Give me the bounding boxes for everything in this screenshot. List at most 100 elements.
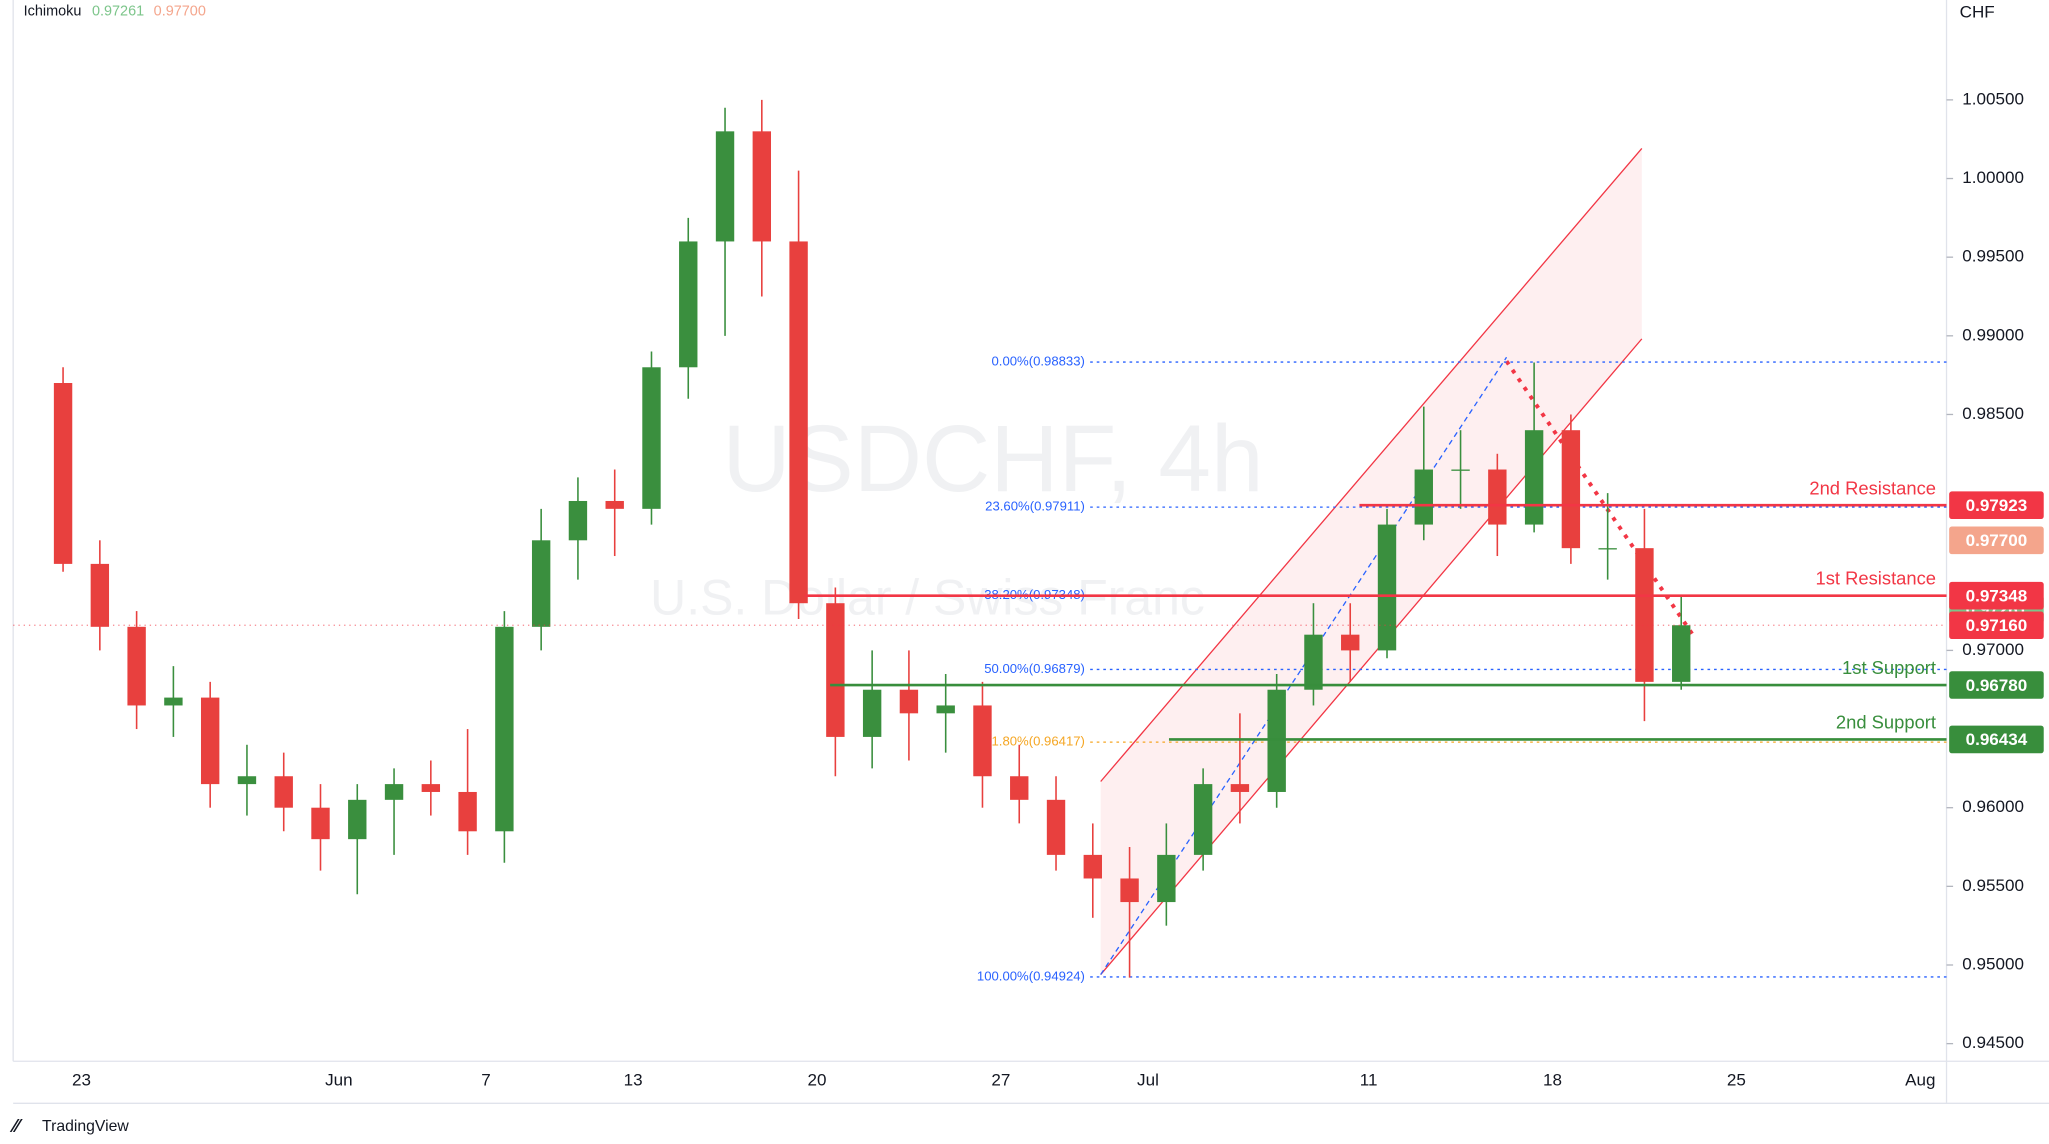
- x-tick-label: 20: [807, 1070, 826, 1089]
- level-name: 2nd Support: [1836, 712, 1936, 733]
- candle-body: [1230, 784, 1250, 792]
- candle-body: [348, 799, 367, 840]
- x-tick-label: 25: [1727, 1070, 1746, 1089]
- candle-body: [1046, 799, 1066, 855]
- candle-body: [127, 626, 146, 706]
- candle-body: [642, 367, 661, 509]
- candle-body: [1193, 784, 1213, 855]
- trend-line: [1504, 360, 1696, 639]
- candle-body: [679, 241, 698, 368]
- candle-body: [789, 241, 808, 604]
- candle-body: [1083, 854, 1102, 879]
- x-tick-label: 11: [1360, 1070, 1378, 1089]
- level-name: 1st Resistance: [1816, 568, 1937, 589]
- candle-body: [274, 776, 293, 808]
- price-box: [1949, 611, 2044, 640]
- candle-body: [1304, 634, 1323, 690]
- x-tick-label: Jul: [1137, 1070, 1159, 1089]
- candle-body: [458, 791, 477, 832]
- x-tick-label: 7: [481, 1070, 491, 1089]
- y-tick-label: 1.00000: [1962, 168, 2024, 187]
- indicator-value: 0.97700: [154, 4, 206, 20]
- channel-lower: [1100, 338, 1643, 975]
- y-tick-label: 0.95000: [1962, 955, 2024, 974]
- price-box-label: 0.97700: [1966, 531, 2028, 550]
- y-tick-label: 0.95500: [1962, 876, 2024, 895]
- y-tick-label: 0.94500: [1962, 1033, 2024, 1052]
- candle-body: [1341, 634, 1360, 651]
- channel-upper: [1100, 147, 1643, 782]
- candle-body: [752, 131, 772, 242]
- candle-body: [568, 500, 588, 541]
- x-tick-label: 23: [72, 1070, 91, 1089]
- candle-body: [862, 689, 882, 737]
- watermark-title: USDCHF, 4h: [722, 406, 1263, 512]
- candle-body: [826, 603, 845, 737]
- candle-body: [605, 500, 624, 509]
- candle-body: [1598, 548, 1617, 550]
- candle-body: [1414, 469, 1433, 525]
- y-tick-label: 0.98500: [1962, 404, 2024, 423]
- x-tick-label: 13: [624, 1070, 643, 1089]
- candle-body: [200, 697, 220, 785]
- candle-body: [936, 705, 955, 714]
- candle-body: [1120, 878, 1139, 903]
- x-tick-label: 27: [991, 1070, 1010, 1089]
- price-box: [1949, 491, 2044, 520]
- candle-body: [1488, 469, 1507, 525]
- candle-body: [1561, 430, 1581, 549]
- candle-body: [1635, 548, 1654, 682]
- candle-body: [899, 689, 919, 714]
- candle-body: [421, 784, 441, 792]
- level-name: 2nd Resistance: [1809, 477, 1936, 498]
- price-unit: CHF: [1960, 3, 1995, 22]
- price-box-label: 0.96434: [1966, 730, 2028, 749]
- candle-body: [715, 131, 735, 242]
- candle-body: [1672, 625, 1691, 682]
- candle-body: [1010, 776, 1029, 800]
- price-box: [1949, 581, 2044, 610]
- x-tick-label: Aug: [1905, 1070, 1935, 1089]
- price-box: [1949, 671, 2044, 699]
- candle-body: [384, 784, 404, 800]
- y-tick-label: 0.97000: [1962, 640, 2024, 659]
- candle-body: [237, 776, 257, 785]
- y-tick-label: 0.96000: [1962, 797, 2024, 816]
- fib-label: 23.60%(0.97911): [985, 499, 1085, 514]
- price-box: [1949, 725, 2044, 754]
- fib-label: 100.00%(0.94924): [977, 968, 1085, 983]
- candle-body: [531, 540, 551, 627]
- candle-body: [164, 697, 183, 706]
- candle-body: [311, 807, 330, 840]
- x-tick-label: 18: [1543, 1070, 1562, 1089]
- indicator-name: Ichimoku: [24, 4, 82, 20]
- candle-body: [1377, 524, 1397, 651]
- candle-body: [1524, 430, 1544, 525]
- price-box-label: 0.96780: [1966, 676, 2028, 695]
- price-box: [1949, 526, 2044, 555]
- fib-label: 50.00%(0.96879): [984, 661, 1085, 676]
- candle-body: [1451, 469, 1470, 471]
- level-name: 1st Support: [1842, 657, 1936, 678]
- fib-label: 0.00%(0.98833): [992, 354, 1085, 369]
- x-tick-label: Jun: [325, 1070, 353, 1089]
- fib-label: 61.80%(0.96417): [984, 734, 1085, 749]
- candle-body: [90, 563, 110, 627]
- candle-body: [1157, 854, 1176, 903]
- candle-body: [973, 705, 992, 777]
- watermark-subtitle: U.S. Dollar / Swiss Franc: [650, 570, 1205, 626]
- price-box-label: 0.97348: [1966, 586, 2028, 605]
- price-box-label: 0.97160: [1966, 616, 2028, 635]
- candle-body: [1267, 689, 1286, 792]
- candle-body: [53, 383, 73, 564]
- channel-fill: [1100, 148, 1642, 975]
- branding: TradingView: [42, 1118, 129, 1135]
- indicator-value: 0.97261: [92, 4, 144, 20]
- y-tick-label: 0.99500: [1962, 247, 2024, 266]
- candle-body: [495, 626, 514, 832]
- y-tick-label: 1.00500: [1962, 89, 2024, 108]
- price-box-label: 0.97923: [1966, 496, 2028, 515]
